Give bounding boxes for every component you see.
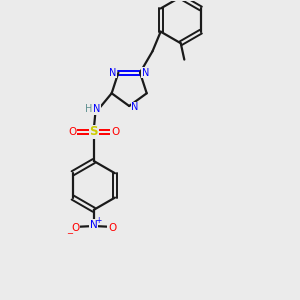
Text: O: O (111, 127, 119, 137)
Text: N: N (90, 220, 98, 230)
Text: O: O (108, 223, 116, 233)
Text: O: O (68, 127, 76, 137)
Text: +: + (95, 216, 101, 225)
Text: S: S (90, 125, 98, 138)
Text: N: N (92, 104, 100, 114)
Text: H: H (85, 104, 92, 114)
Text: N: N (142, 68, 149, 78)
Text: N: N (131, 103, 139, 112)
Text: −: − (67, 229, 73, 238)
Text: O: O (71, 223, 80, 233)
Text: N: N (109, 68, 117, 78)
